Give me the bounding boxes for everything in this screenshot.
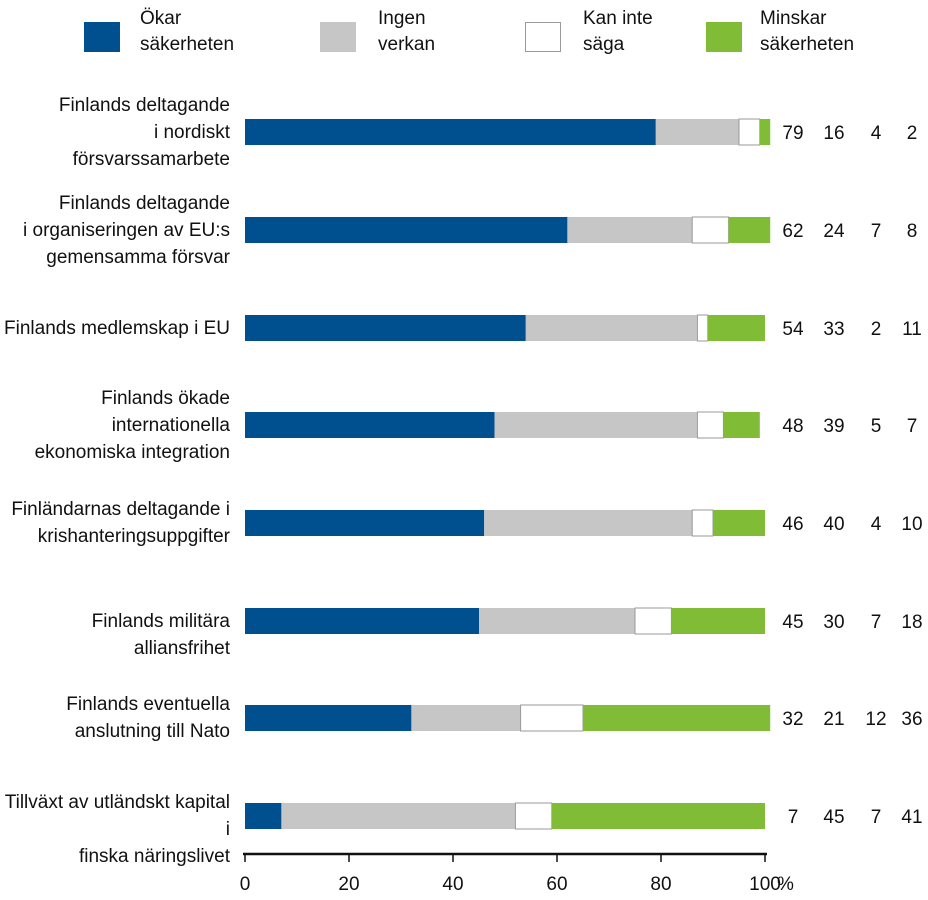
x-tick-label: 60: [546, 874, 567, 895]
category-label: Finlands eventuella anslutning till Nato: [66, 694, 230, 742]
category-label: Finlands deltagande i nordiskt försvarss…: [58, 94, 230, 170]
value-label: 33: [823, 319, 844, 340]
bar-segment: [245, 315, 526, 341]
category-label: Finlands deltagande i organiseringen av …: [23, 192, 230, 268]
bar-segment: [245, 510, 485, 536]
value-label: 54: [782, 319, 804, 340]
bar-segment: [525, 315, 698, 341]
bar-segment: [245, 705, 412, 731]
value-label: 62: [782, 221, 803, 242]
value-label: 5: [871, 416, 882, 437]
legend-swatch: [525, 22, 561, 52]
value-label: 45: [782, 612, 803, 633]
value-label: 45: [823, 807, 844, 828]
bar-segment: [583, 705, 771, 731]
legend-swatch: [706, 22, 742, 52]
legend-swatch: [320, 22, 356, 52]
value-label: 7: [788, 807, 799, 828]
value-label: 41: [901, 807, 922, 828]
x-tick-label: 0: [240, 874, 251, 895]
value-label: 18: [901, 612, 922, 633]
x-tick-label: 100: [749, 874, 781, 895]
bar-segment: [281, 803, 516, 829]
bar-segment: [567, 217, 693, 243]
x-tick-label: 40: [442, 874, 463, 895]
bar-segment: [551, 803, 765, 829]
value-label: 40: [823, 514, 844, 535]
value-label: 79: [782, 123, 803, 144]
bar-segment: [245, 608, 479, 634]
bar-segment: [655, 119, 739, 145]
bar-segment: [691, 509, 714, 537]
value-label: 24: [823, 221, 845, 242]
bar-segment: [634, 607, 672, 635]
x-axis-unit: %: [777, 874, 794, 895]
bar-segment: [738, 118, 761, 146]
category-label: Finländarnas deltagande i krishanterings…: [11, 499, 230, 547]
category-label: Finlands militära alliansfrihet: [91, 610, 230, 659]
value-label: 36: [901, 709, 922, 730]
bar-segment: [479, 608, 635, 634]
value-label: 32: [782, 709, 803, 730]
value-label: 7: [871, 221, 882, 242]
bar-segment: [723, 412, 760, 438]
value-label: 2: [871, 319, 882, 340]
value-label: 10: [901, 514, 922, 535]
value-label: 30: [823, 612, 844, 633]
bar-segment: [707, 315, 765, 341]
bar-segment: [759, 119, 771, 145]
value-label: 11: [902, 319, 922, 340]
value-label: 21: [823, 709, 844, 730]
legend-label: Ingen verkan: [378, 8, 436, 55]
bar-segment: [520, 704, 584, 732]
legend-label: Kan inte säga: [583, 8, 653, 55]
value-label: 48: [782, 416, 803, 437]
category-label: Finlands ökade internationella ekonomisk…: [34, 387, 230, 463]
legend-label: Minskar säkerheten: [760, 8, 855, 55]
bar-segment: [728, 217, 771, 243]
x-tick-label: 80: [650, 874, 671, 895]
bar-segment: [245, 803, 282, 829]
bar-segment: [691, 216, 730, 244]
value-label: 39: [823, 416, 844, 437]
value-label: 16: [823, 123, 844, 144]
bar-segment: [696, 411, 724, 439]
legend-swatch: [84, 22, 120, 52]
bar-segment: [245, 412, 495, 438]
bar-segment: [696, 314, 709, 342]
bar-segment: [411, 705, 521, 731]
bar-segment: [494, 412, 698, 438]
bar-segment: [671, 608, 765, 634]
bar-segment: [484, 510, 693, 536]
bar-segment: [514, 802, 553, 830]
value-label: 7: [907, 416, 918, 437]
value-label: 2: [907, 123, 918, 144]
value-label: 7: [871, 807, 882, 828]
value-label: 46: [782, 514, 803, 535]
value-label: 12: [865, 709, 886, 730]
value-label: 7: [871, 612, 882, 633]
x-tick-label: 20: [338, 874, 359, 895]
value-label: 4: [871, 514, 882, 535]
value-label: 4: [871, 123, 882, 144]
category-label: Finlands medlemskap i EU: [4, 317, 230, 339]
value-label: 8: [907, 221, 918, 242]
bar-segment: [713, 510, 765, 536]
category-label: Tillväxt av utländskt kapital i finska n…: [4, 792, 230, 867]
bar-segment: [245, 119, 656, 145]
legend-label: Ökar säkerheten: [140, 8, 235, 55]
bar-segment: [245, 217, 568, 243]
